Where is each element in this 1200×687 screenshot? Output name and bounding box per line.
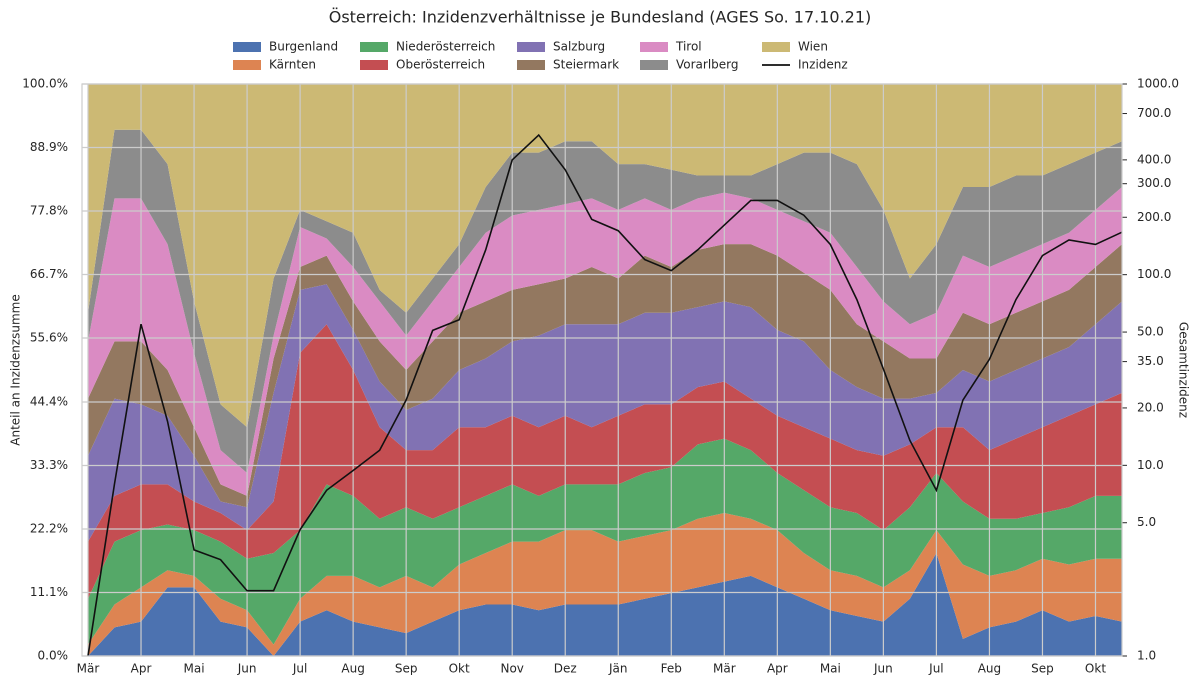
x-tick-label: Aug (341, 662, 364, 676)
x-tick-label: Okt (1085, 662, 1106, 676)
legend-label: Oberösterreich (396, 58, 485, 72)
x-tick-label: Mai (820, 662, 841, 676)
y2-tick-label: 5.0 (1137, 515, 1156, 529)
legend-label: Kärnten (269, 58, 316, 72)
y-axis-label: Anteil an Inzidenzsumme (9, 294, 23, 445)
legend-label: Steiermark (553, 58, 619, 72)
legend-label: Burgenland (269, 40, 338, 54)
legend-swatch (762, 42, 790, 52)
area (88, 513, 1122, 656)
x-tick-label: Jun (873, 662, 893, 676)
y-tick-label: 66.7% (30, 267, 68, 281)
x-tick-label: Apr (767, 662, 788, 676)
legend-swatch (517, 42, 545, 52)
x-tick-label: Feb (661, 662, 682, 676)
legend-label: Salzburg (553, 40, 605, 54)
legend-swatch (233, 60, 261, 70)
y2-tick-label: 400.0 (1137, 152, 1171, 166)
legend-swatch (640, 60, 668, 70)
y2-tick-label: 35.0 (1137, 354, 1164, 368)
x-tick-label: Mär (713, 662, 736, 676)
legend-swatch (360, 42, 388, 52)
y-tick-label: 11.1% (30, 585, 68, 599)
legend-swatch (640, 42, 668, 52)
y2-tick-label: 1.0 (1137, 649, 1156, 663)
y-tick-label: 55.6% (30, 330, 68, 344)
legend-swatch (360, 60, 388, 70)
y2-tick-label: 10.0 (1137, 458, 1164, 472)
y-tick-label: 100.0% (22, 77, 68, 91)
x-tick-label: Jun (237, 662, 257, 676)
y-tick-label: 33.3% (30, 458, 68, 472)
x-tick-label: Mär (77, 662, 100, 676)
x-tick-label: Nov (500, 662, 523, 676)
y-tick-label: 0.0% (38, 649, 69, 663)
y-tick-label: 77.8% (30, 203, 68, 217)
legend-label: Wien (798, 40, 828, 54)
x-tick-label: Apr (131, 662, 152, 676)
area (88, 324, 1122, 599)
legend-label: Tirol (675, 40, 702, 54)
legend-label: Niederösterreich (396, 40, 495, 54)
x-tick-label: Jul (928, 662, 943, 676)
x-tick-label: Aug (978, 662, 1001, 676)
y-tick-label: 22.2% (30, 522, 68, 536)
x-tick-label: Jul (292, 662, 307, 676)
chart-title: Österreich: Inzidenzverhältnisse je Bund… (329, 8, 872, 27)
y2-tick-label: 700.0 (1137, 106, 1171, 120)
y2-axis-label: Gesamtinzidenz (1177, 322, 1191, 418)
legend-label: Inzidenz (798, 58, 848, 72)
area (88, 186, 1122, 496)
area (88, 244, 1122, 508)
area (88, 84, 1122, 428)
y2-tick-label: 100.0 (1137, 267, 1171, 281)
x-tick-label: Sep (1031, 662, 1054, 676)
area (88, 284, 1122, 542)
plot-frame (81, 83, 1123, 657)
x-tick-label: Mai (184, 662, 205, 676)
y2-tick-label: 200.0 (1137, 210, 1171, 224)
incidence-line (87, 133, 1123, 657)
x-tick-label: Jän (608, 662, 628, 676)
x-tick-label: Sep (395, 662, 418, 676)
legend-swatch (233, 42, 261, 52)
y2-tick-label: 300.0 (1137, 176, 1171, 190)
legend-label: Vorarlberg (676, 58, 739, 72)
y2-tick-label: 50.0 (1137, 325, 1164, 339)
legend-swatch (517, 60, 545, 70)
y2-tick-label: 20.0 (1137, 400, 1164, 414)
y2-tick-label: 1000.0 (1137, 77, 1179, 91)
y-tick-label: 44.4% (30, 395, 68, 409)
area (88, 129, 1122, 473)
y-tick-label: 88.9% (30, 140, 68, 154)
x-tick-label: Okt (449, 662, 470, 676)
x-tick-label: Dez (554, 662, 577, 676)
